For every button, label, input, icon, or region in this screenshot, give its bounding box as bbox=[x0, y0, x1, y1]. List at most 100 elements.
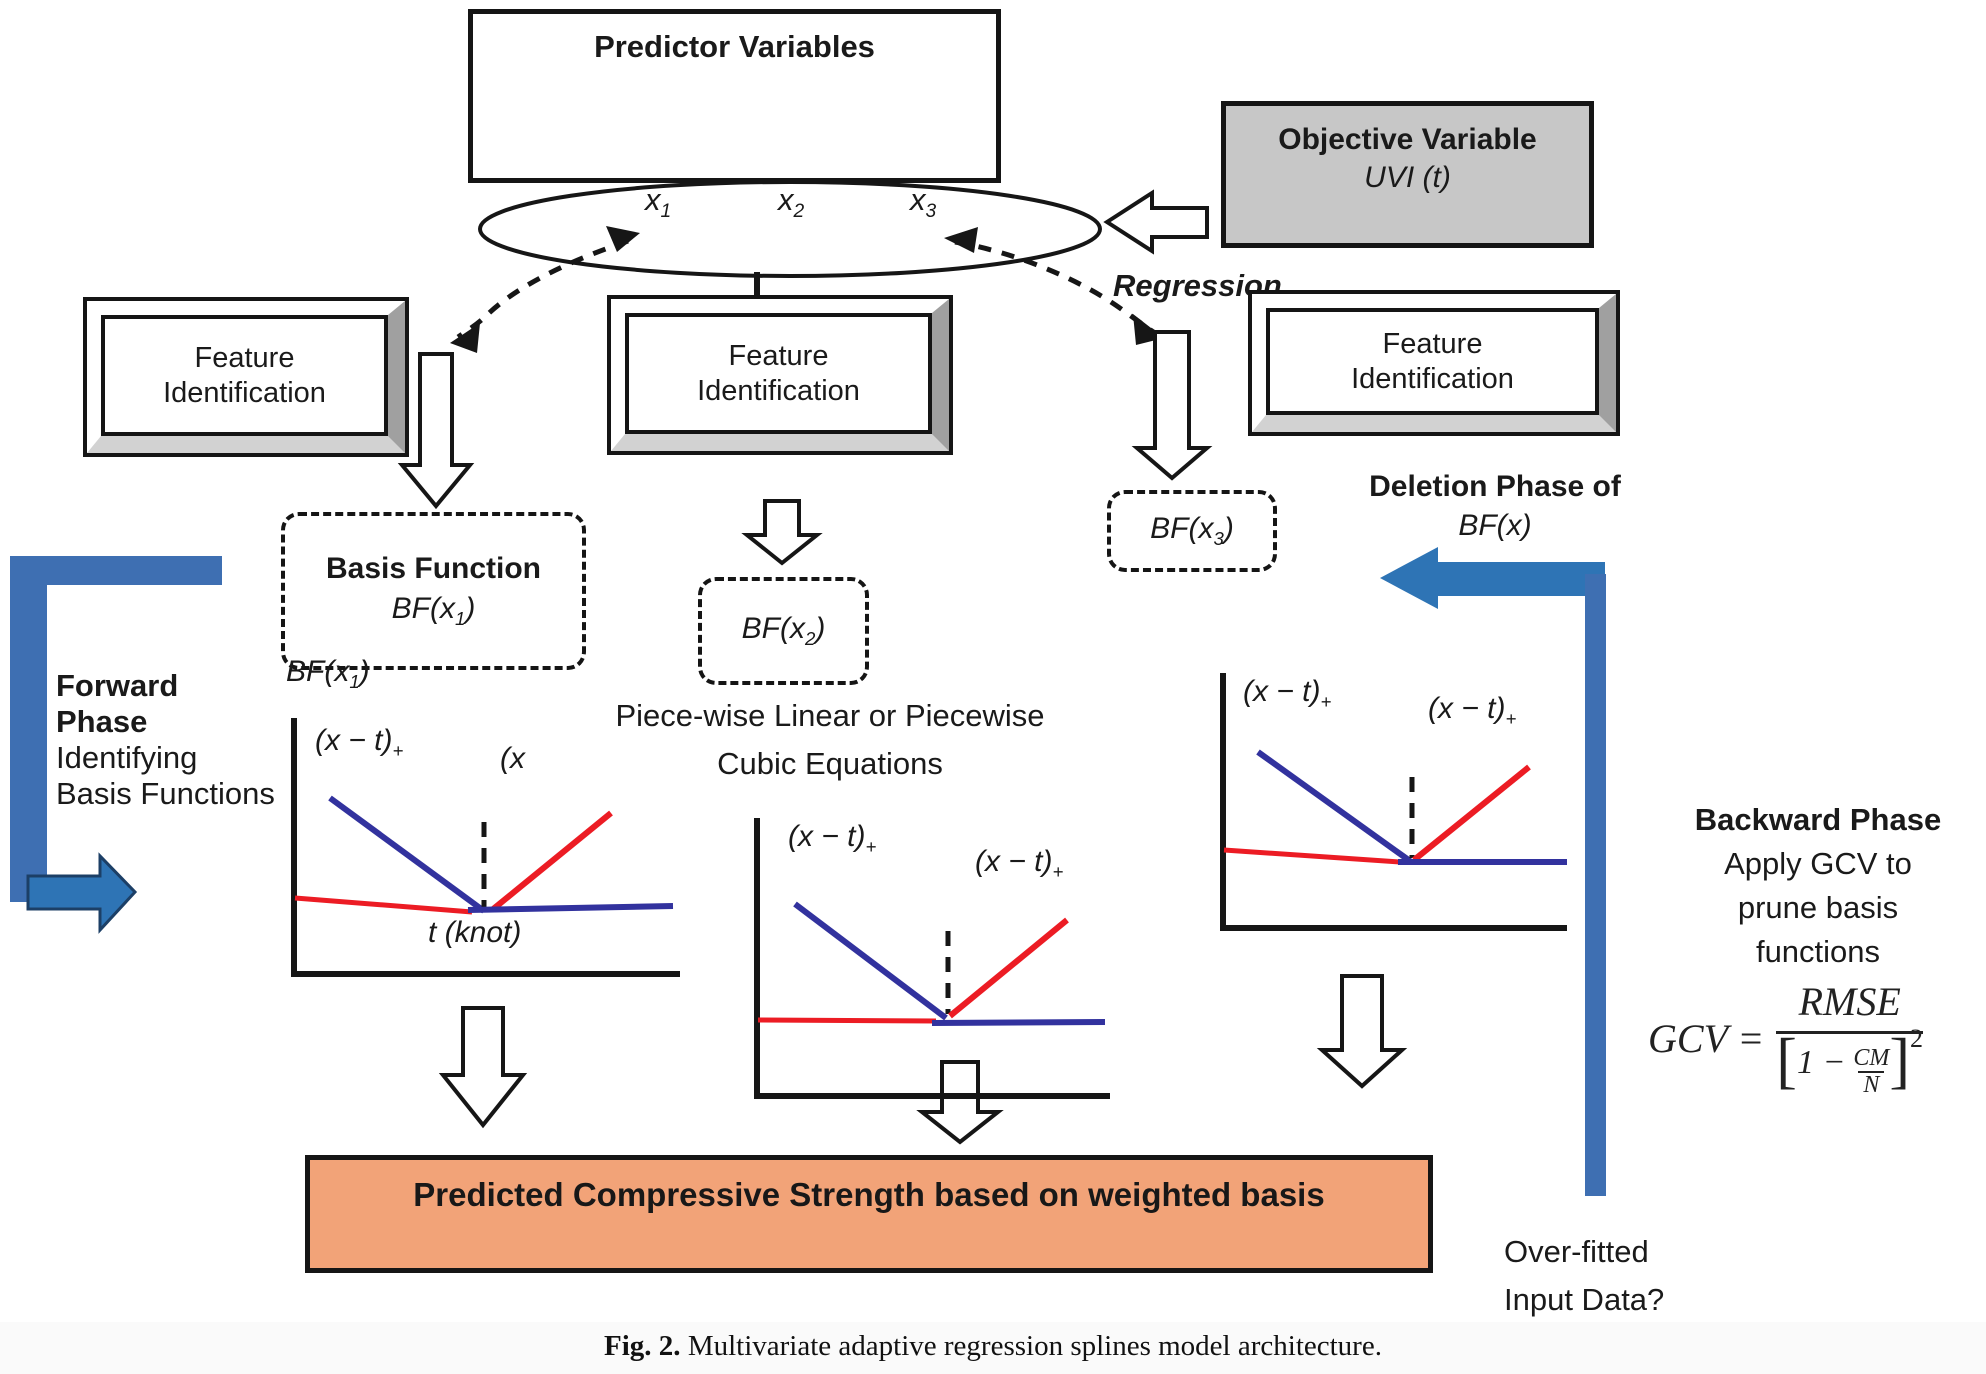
forward-phase-line4: Basis Functions bbox=[56, 776, 275, 811]
arrowhead-right-curve-top-icon bbox=[944, 227, 978, 253]
plot1-hinge-red-flat bbox=[294, 895, 473, 915]
bf3-box: BF(x3) bbox=[1107, 490, 1277, 572]
gcv-formula-numerator: RMSE bbox=[1776, 978, 1924, 1034]
plot1-axis-label: BF(x1) bbox=[286, 655, 370, 692]
plot1-hinge-right-label: (x bbox=[500, 742, 525, 775]
deletion-phase-line1: Deletion Phase of bbox=[1369, 470, 1621, 503]
feature-box-3-line2: Identification bbox=[1351, 362, 1514, 395]
overfitted-block: Over-fitted Input Data? bbox=[1504, 1228, 1664, 1324]
objective-variable-title: Objective Variable bbox=[1278, 123, 1537, 156]
feature-box-3-bevel: Feature Identification bbox=[1252, 294, 1616, 432]
gcv-mini-num: CM bbox=[1853, 1045, 1890, 1071]
gcv-formula-fraction: RMSE [ 1 − CM N ] 2 bbox=[1776, 978, 1924, 1098]
plot1-hinge-red-asc bbox=[490, 810, 613, 913]
predicted-strength-box: Predicted Compressive Strength based on … bbox=[305, 1155, 1433, 1273]
objective-variable-value: UVI (t) bbox=[1364, 161, 1451, 194]
forward-phase-line1: Forward bbox=[56, 668, 179, 703]
backward-phase-line4: functions bbox=[1755, 934, 1881, 969]
backward-phase-left-arrow-icon bbox=[1380, 547, 1605, 609]
arrowhead-left-curve-bottom-icon bbox=[450, 323, 480, 353]
ellipse-var-x2: x2 bbox=[778, 182, 805, 223]
piecewise-title-line2: Cubic Equations bbox=[717, 746, 943, 781]
down-arrow-plot3-icon bbox=[1316, 974, 1408, 1089]
feature-box-3-line1: Feature bbox=[1382, 327, 1483, 360]
figure-caption-text: Multivariate adaptive regression splines… bbox=[680, 1330, 1382, 1362]
feature-identification-box-1: Feature Identification bbox=[83, 297, 409, 457]
ellipse-var-x1: x1 bbox=[645, 182, 672, 223]
plot2-hinge-right-label: (x − t)+ bbox=[975, 845, 1064, 882]
bf2-box: BF(x2) bbox=[698, 577, 869, 685]
predictor-variables-title: Predictor Variables bbox=[594, 29, 875, 64]
predicted-strength-label: Predicted Compressive Strength based on … bbox=[413, 1176, 1325, 1213]
piecewise-title: Piece-wise Linear or Piecewise Cubic Equ… bbox=[580, 692, 1080, 788]
plot2-hinge-left-label: (x − t)+ bbox=[788, 820, 877, 857]
plot3-hinge-red-asc bbox=[1412, 764, 1531, 863]
bf3-label: BF(x3) bbox=[1150, 512, 1234, 549]
feature-box-1-line2: Identification bbox=[163, 376, 326, 409]
gcv-mini-den: N bbox=[1858, 1071, 1885, 1098]
down-arrow-plot2-icon bbox=[916, 1060, 1004, 1145]
overfitted-line2: Input Data? bbox=[1504, 1282, 1665, 1317]
basis-function-title: Basis Function bbox=[325, 552, 542, 585]
deletion-phase-line2: BF(x) bbox=[1458, 509, 1532, 542]
feature-box-1-line1: Feature bbox=[194, 341, 295, 374]
predictor-variables-box: Predictor Variables bbox=[468, 9, 1001, 183]
plot2-hinge-red-asc bbox=[948, 917, 1069, 1019]
forward-phase-line3: Identifying bbox=[56, 740, 198, 775]
down-arrow-feature1-icon bbox=[397, 352, 475, 510]
gcv-formula: GCV = RMSE [ 1 − CM N ] 2 bbox=[1648, 978, 1924, 1098]
gcv-denom-prefix: 1 − bbox=[1796, 1044, 1846, 1081]
ellipse-var-x3: x3 bbox=[910, 182, 937, 223]
backward-phase-vertical-bar bbox=[1585, 574, 1606, 1196]
basis-function-box: Basis Function BF(x1) bbox=[281, 512, 586, 670]
forward-phase-top-bar bbox=[30, 556, 222, 585]
down-arrow-plot1-icon bbox=[438, 1006, 528, 1129]
backward-phase-line3: prune basis bbox=[1737, 890, 1899, 925]
arrowhead-left-curve-top-icon bbox=[606, 226, 640, 252]
gcv-mini-fraction: CM N bbox=[1853, 1038, 1889, 1098]
gcv-formula-denominator: [ 1 − CM N ] 2 bbox=[1776, 1024, 1923, 1098]
plot3-hinge-right-label: (x − t)+ bbox=[1428, 692, 1517, 729]
regression-left-arrow-icon bbox=[1103, 189, 1209, 255]
plot3-hinge-left-label: (x − t)+ bbox=[1243, 675, 1332, 712]
figure-caption-prefix: Fig. 2. bbox=[604, 1330, 681, 1362]
plot2-hinge-red-flat bbox=[757, 1017, 937, 1024]
gcv-formula-lhs: GCV = bbox=[1648, 1015, 1765, 1061]
deletion-phase-block: Deletion Phase of BF(x) bbox=[1330, 470, 1660, 543]
gcv-bracket-left: [ bbox=[1776, 1027, 1797, 1095]
feature-box-2-bevel: Feature Identification bbox=[611, 299, 949, 451]
caption-strip bbox=[0, 1322, 1986, 1374]
backward-phase-line2: Apply GCV to bbox=[1724, 846, 1912, 881]
gcv-exponent: 2 bbox=[1910, 1024, 1924, 1053]
figure-caption: Fig. 2. Multivariate adaptive regression… bbox=[0, 1330, 1986, 1363]
plot1-hinge-blue-flat bbox=[467, 903, 674, 913]
bf2-label: BF(x2) bbox=[741, 612, 826, 649]
forward-phase-right-arrow-icon bbox=[26, 852, 138, 934]
gcv-bracket-right: ] bbox=[1889, 1027, 1911, 1095]
down-arrow-feature2-icon bbox=[741, 499, 823, 566]
piecewise-title-line1: Piece-wise Linear or Piecewise bbox=[615, 698, 1045, 733]
feature-identification-box-2: Feature Identification bbox=[607, 295, 953, 455]
forward-phase-line2: Phase bbox=[56, 704, 148, 739]
down-arrow-bf3-icon bbox=[1131, 330, 1213, 481]
plot1-hinge-blue-desc bbox=[328, 795, 486, 914]
basis-function-bf1: BF(x1) bbox=[391, 592, 476, 629]
objective-variable-box: Objective Variable UVI (t) bbox=[1221, 101, 1594, 248]
forward-phase-block: Forward Phase Identifying Basis Function… bbox=[56, 668, 275, 812]
overfitted-line1: Over-fitted bbox=[1504, 1234, 1649, 1269]
plot1-knot-label: t (knot) bbox=[428, 916, 522, 949]
feature-box-1-bevel: Feature Identification bbox=[87, 301, 405, 453]
plot1-hinge-left-label: (x − t)+ bbox=[315, 724, 404, 761]
feature-box-2-line2: Identification bbox=[697, 374, 860, 407]
plot3-hinge-blue-desc bbox=[1256, 749, 1412, 864]
forward-phase-vertical-bar bbox=[10, 556, 47, 902]
feature-identification-box-3: Feature Identification bbox=[1248, 290, 1620, 436]
backward-phase-line1: Backward Phase bbox=[1694, 802, 1942, 837]
feature-box-2-line1: Feature bbox=[728, 339, 829, 372]
backward-phase-block: Backward Phase Apply GCV to prune basis … bbox=[1650, 798, 1986, 974]
plot3-hinge-red-flat bbox=[1223, 847, 1400, 865]
plot2-hinge-blue-flat bbox=[931, 1019, 1106, 1026]
plot2-hinge-blue-desc bbox=[793, 901, 948, 1021]
